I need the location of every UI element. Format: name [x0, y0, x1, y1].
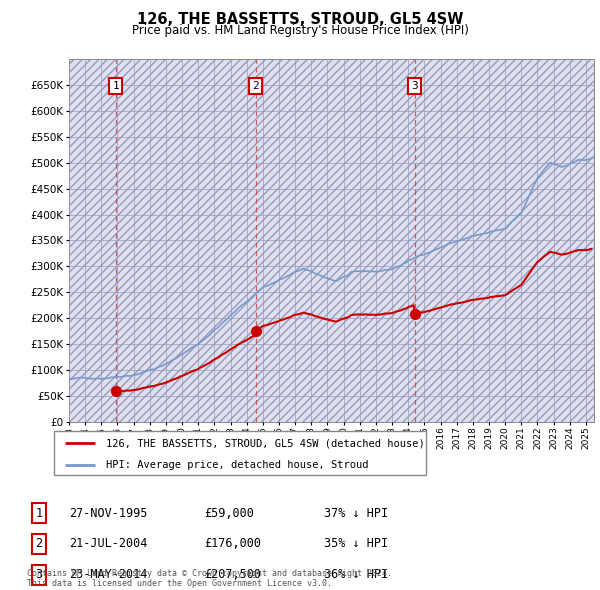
Text: 3: 3 — [411, 81, 418, 91]
Text: £176,000: £176,000 — [204, 537, 261, 550]
Text: HPI: Average price, detached house, Stroud: HPI: Average price, detached house, Stro… — [106, 460, 368, 470]
Text: Price paid vs. HM Land Registry's House Price Index (HPI): Price paid vs. HM Land Registry's House … — [131, 24, 469, 37]
Text: 2: 2 — [252, 81, 259, 91]
Text: 1: 1 — [35, 507, 43, 520]
Text: £59,000: £59,000 — [204, 507, 254, 520]
Text: 37% ↓ HPI: 37% ↓ HPI — [324, 507, 388, 520]
Text: 3: 3 — [35, 568, 43, 581]
Text: 126, THE BASSETTS, STROUD, GL5 4SW (detached house): 126, THE BASSETTS, STROUD, GL5 4SW (deta… — [106, 438, 425, 448]
Text: 36% ↓ HPI: 36% ↓ HPI — [324, 568, 388, 581]
Text: 21-JUL-2004: 21-JUL-2004 — [69, 537, 148, 550]
Text: 35% ↓ HPI: 35% ↓ HPI — [324, 537, 388, 550]
Text: 126, THE BASSETTS, STROUD, GL5 4SW: 126, THE BASSETTS, STROUD, GL5 4SW — [137, 12, 463, 27]
Text: 27-NOV-1995: 27-NOV-1995 — [69, 507, 148, 520]
Text: Contains HM Land Registry data © Crown copyright and database right 2024.
This d: Contains HM Land Registry data © Crown c… — [27, 569, 392, 588]
Text: 23-MAY-2014: 23-MAY-2014 — [69, 568, 148, 581]
Text: 2: 2 — [35, 537, 43, 550]
Text: £207,500: £207,500 — [204, 568, 261, 581]
Text: 1: 1 — [112, 81, 119, 91]
